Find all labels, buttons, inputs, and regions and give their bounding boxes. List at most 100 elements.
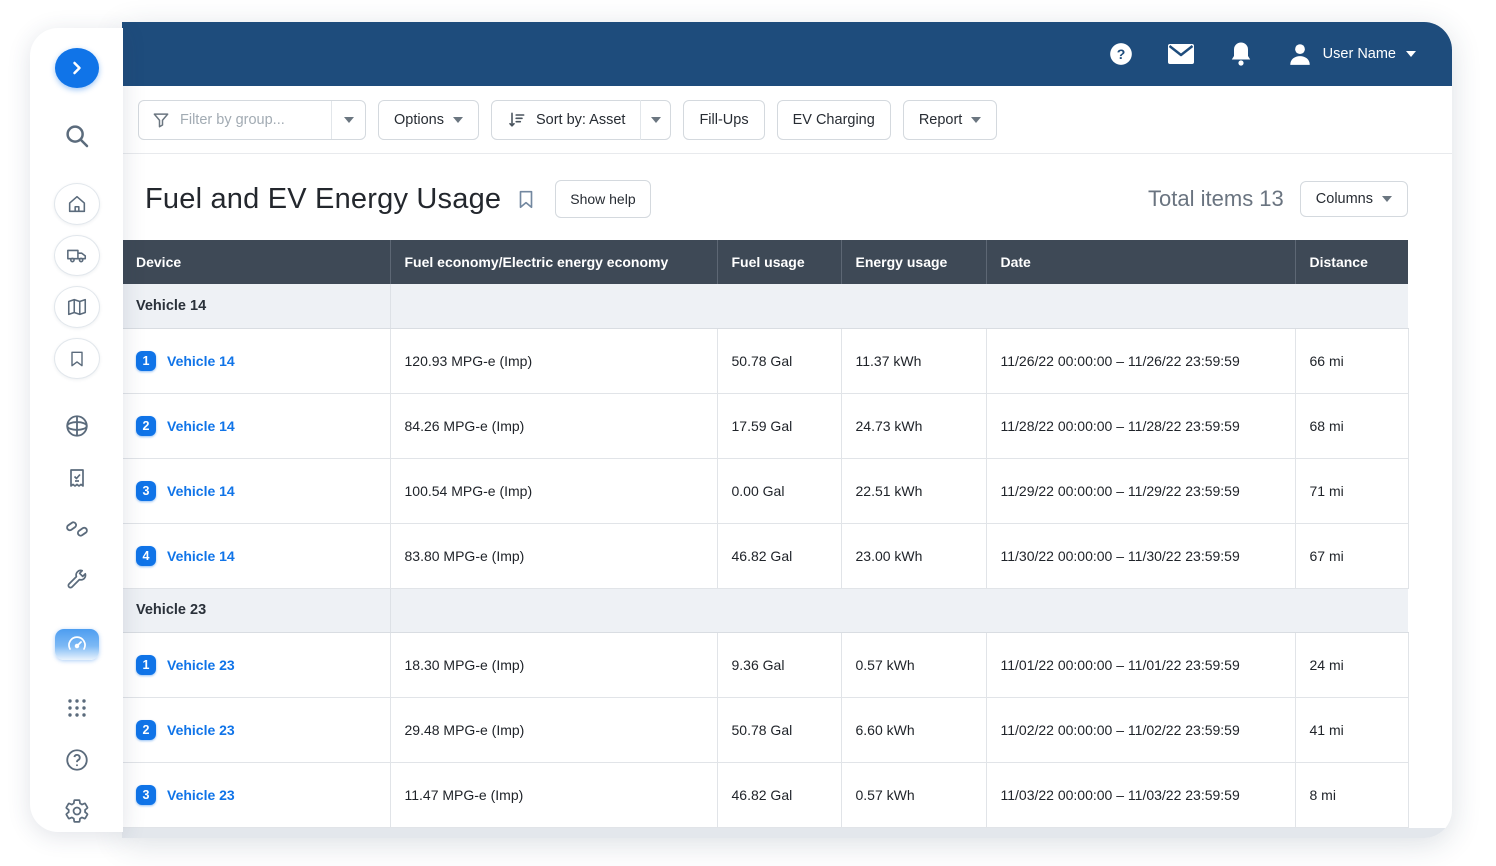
bookmark-page-button[interactable] [515,187,537,211]
sort-by-button[interactable]: Sort by: Asset [490,100,672,140]
energy-usage-cell: 6.60 kWh [840,697,987,763]
table-row: 2 Vehicle 23 29.48 MPG-e (Imp) 50.78 Gal 6.6… [122,697,1409,763]
sidebar-item-bookmarks[interactable] [53,337,100,380]
fuel-usage-cell: 17.59 Gal [716,393,842,459]
sidebar-item-maintenance[interactable] [54,560,100,601]
report-label: Report [918,112,963,128]
sidebar-item-logs[interactable] [54,457,100,498]
distance-cell: 66 mi [1294,328,1409,394]
sidebar-item-map[interactable] [53,286,100,328]
chevron-down-icon [971,117,982,123]
chevron-down-icon [650,117,661,123]
ev-charging-button[interactable]: EV Charging [776,100,891,140]
group-row: Vehicle 14 [122,284,1408,329]
fill-ups-label: Fill-Ups [699,112,749,128]
device-link[interactable]: Vehicle 14 [167,547,235,564]
gauge-icon [65,632,89,656]
messages-button[interactable] [1167,40,1195,68]
sidebar [30,28,123,832]
options-button[interactable]: Options [378,100,479,140]
sidebar-item-fuel-ev-energy-active[interactable] [54,629,99,660]
economy-cell: 29.48 MPG-e (Imp) [389,697,718,763]
date-cell: 11/30/22 00:00:00 – 11/30/22 23:59:59 [985,523,1296,589]
link-icon [64,516,90,542]
report-button[interactable]: Report [902,100,998,140]
energy-usage-cell: 23.00 kWh [840,523,987,589]
device-link[interactable]: Vehicle 14 [167,417,235,434]
table-row: 2 Vehicle 14 84.26 MPG-e (Imp) 17.59 Gal 24.… [122,393,1409,459]
home-icon [66,193,88,215]
energy-usage-cell: 0.57 kWh [840,762,987,828]
fuel-usage-cell: 46.82 Gal [716,523,842,589]
group-row: Vehicle 23 [122,588,1408,633]
device-link[interactable]: Vehicle 14 [167,352,235,369]
apps-grid-icon [65,696,89,720]
date-cell: 11/02/22 00:00:00 – 11/02/22 23:59:59 [985,697,1296,763]
date-cell: 11/26/22 00:00:00 – 11/26/22 23:59:59 [985,328,1296,394]
filter-dropdown-toggle[interactable] [331,101,365,139]
sidebar-item-vehicles[interactable] [53,234,100,277]
help-icon: ? [1108,41,1134,67]
device-cell: 4 Vehicle 14 [122,523,391,589]
sidebar-item-zones[interactable] [54,405,100,446]
group-name: Vehicle 14 [122,284,391,329]
chevron-right-icon [67,58,87,78]
economy-cell: 120.93 MPG-e (Imp) [389,328,718,394]
economy-cell: 83.80 MPG-e (Imp) [389,523,718,589]
device-link[interactable]: Vehicle 23 [167,721,235,738]
sort-dropdown-toggle[interactable] [640,100,670,140]
device-link[interactable]: Vehicle 14 [167,482,235,499]
sidebar-item-support[interactable] [54,739,100,780]
svg-text:?: ? [1116,46,1125,62]
sidebar-item-apps[interactable] [54,688,100,729]
sidebar-expand-button[interactable] [54,48,99,88]
row-index-badge: 3 [136,784,156,805]
user-menu[interactable]: User Name [1287,41,1416,67]
main-content-card: ? User Name [122,22,1452,838]
mail-icon [1167,43,1195,65]
table-row: 4 Vehicle 14 83.80 MPG-e (Imp) 46.82 Gal 23.… [122,523,1409,589]
date-cell: 11/01/22 00:00:00 – 11/01/22 23:59:59 [985,632,1296,698]
column-header-energy-usage[interactable]: Energy usage [841,240,987,284]
sidebar-item-settings[interactable] [54,791,100,832]
filter-by-group-input[interactable] [180,112,320,128]
chevron-down-icon [1382,196,1392,202]
table-bottom-strip [122,828,1452,838]
map-icon [66,296,88,318]
sidebar-item-home[interactable] [53,183,100,225]
options-label: Options [394,112,444,128]
distance-cell: 8 mi [1294,762,1409,828]
sort-by-label: Sort by: Asset [535,112,626,128]
notifications-button[interactable] [1227,40,1255,68]
device-cell: 1 Vehicle 14 [122,328,391,394]
device-link[interactable]: Vehicle 23 [167,656,235,673]
device-link[interactable]: Vehicle 23 [167,786,235,803]
row-index-badge: 4 [136,545,156,566]
fuel-usage-cell: 46.82 Gal [716,762,842,828]
help-button[interactable]: ? [1107,40,1135,68]
fuel-usage-cell: 0.00 Gal [716,458,842,524]
device-cell: 3 Vehicle 14 [122,458,391,524]
sort-icon [507,110,527,130]
columns-button[interactable]: Columns [1299,181,1408,217]
row-index-badge: 2 [136,415,156,436]
energy-usage-cell: 11.37 kWh [840,328,987,394]
device-cell: 3 Vehicle 23 [122,762,391,828]
show-help-button[interactable]: Show help [555,180,651,218]
sidebar-item-links[interactable] [54,508,100,549]
column-header-device[interactable]: Device [122,240,391,284]
table-row: 1 Vehicle 14 120.93 MPG-e (Imp) 50.78 Gal 11… [122,328,1409,394]
row-index-badge: 2 [136,719,156,740]
table-header-row: Device Fuel economy/Electric energy econo… [122,240,1408,284]
help-circle-icon [64,747,90,773]
column-header-fuel-economy-electric-energy-economy[interactable]: Fuel economy/Electric energy economy [390,240,718,284]
column-header-date[interactable]: Date [986,240,1296,284]
table-row: 3 Vehicle 23 11.47 MPG-e (Imp) 46.82 Gal 0.5… [122,762,1409,828]
toolbar: Options Sort by: Asset Fill-Ups EV Charg… [122,86,1452,154]
column-header-distance[interactable]: Distance [1295,240,1408,284]
column-header-fuel-usage[interactable]: Fuel usage [717,240,842,284]
page-header: Fuel and EV Energy Usage Show help Total… [122,154,1452,240]
sidebar-item-search[interactable] [54,116,100,157]
fill-ups-button[interactable]: Fill-Ups [683,100,765,140]
date-cell: 11/29/22 00:00:00 – 11/29/22 23:59:59 [985,458,1296,524]
